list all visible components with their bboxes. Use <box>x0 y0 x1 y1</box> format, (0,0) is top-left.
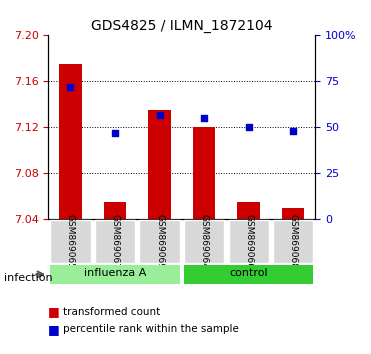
Bar <box>282 208 304 219</box>
Text: GSM869066: GSM869066 <box>244 214 253 269</box>
Text: infection: infection <box>4 273 52 283</box>
FancyBboxPatch shape <box>139 220 180 263</box>
FancyBboxPatch shape <box>184 220 224 263</box>
FancyBboxPatch shape <box>229 220 269 263</box>
Text: control: control <box>229 268 268 278</box>
Text: influenza A: influenza A <box>84 268 146 278</box>
FancyBboxPatch shape <box>184 265 313 284</box>
Text: GSM869068: GSM869068 <box>289 214 298 269</box>
Title: GDS4825 / ILMN_1872104: GDS4825 / ILMN_1872104 <box>91 19 273 33</box>
FancyBboxPatch shape <box>95 220 135 263</box>
Bar <box>104 202 126 219</box>
FancyBboxPatch shape <box>50 265 180 284</box>
FancyBboxPatch shape <box>273 220 313 263</box>
Text: transformed count: transformed count <box>63 307 160 316</box>
Bar <box>148 110 171 219</box>
Point <box>290 128 296 134</box>
Text: ■: ■ <box>48 305 60 318</box>
Point <box>112 130 118 136</box>
Bar <box>193 127 215 219</box>
Text: percentile rank within the sample: percentile rank within the sample <box>63 324 239 334</box>
Text: GSM869064: GSM869064 <box>200 214 209 269</box>
Point <box>201 115 207 121</box>
FancyBboxPatch shape <box>50 220 91 263</box>
Text: GSM869065: GSM869065 <box>66 214 75 269</box>
Point <box>157 112 162 118</box>
Bar <box>237 202 260 219</box>
Point <box>246 125 252 130</box>
Text: GSM869069: GSM869069 <box>155 214 164 269</box>
Point <box>68 84 73 90</box>
Text: GSM869067: GSM869067 <box>111 214 119 269</box>
Bar <box>59 64 82 219</box>
Text: ■: ■ <box>48 323 60 336</box>
